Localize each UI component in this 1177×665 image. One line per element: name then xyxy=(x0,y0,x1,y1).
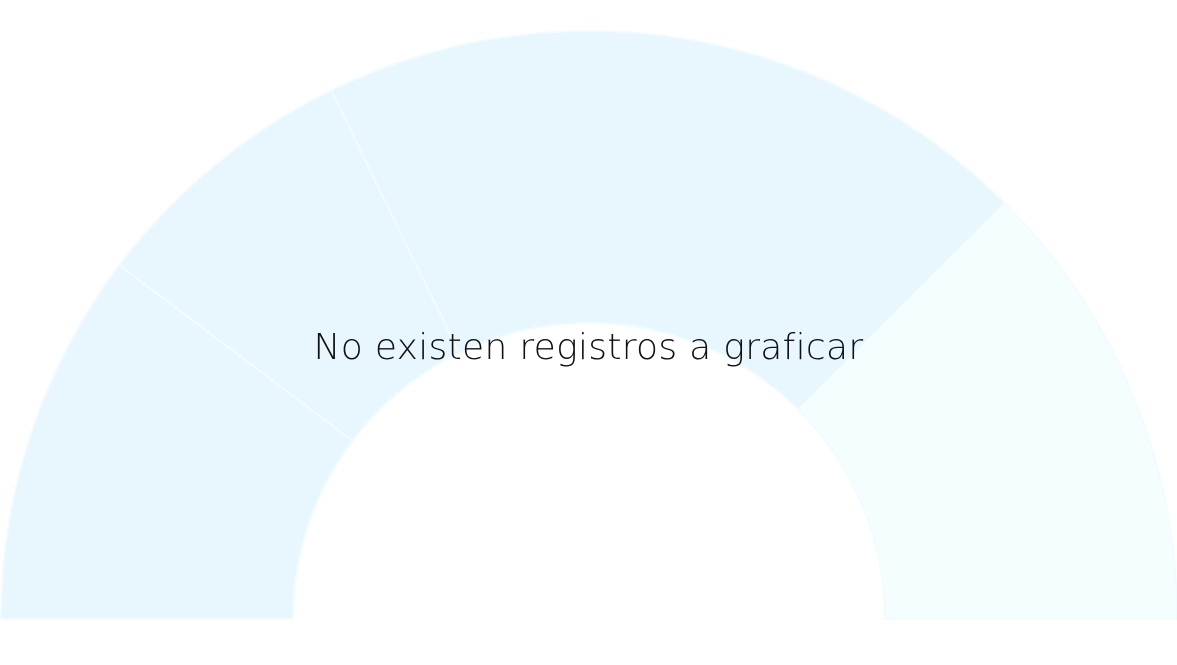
gauge-band-1 xyxy=(0,263,355,620)
gauge-bands xyxy=(0,30,1177,620)
no-data-message: No existen registros a graficar xyxy=(313,327,864,368)
gauge-band-3 xyxy=(329,30,1007,412)
